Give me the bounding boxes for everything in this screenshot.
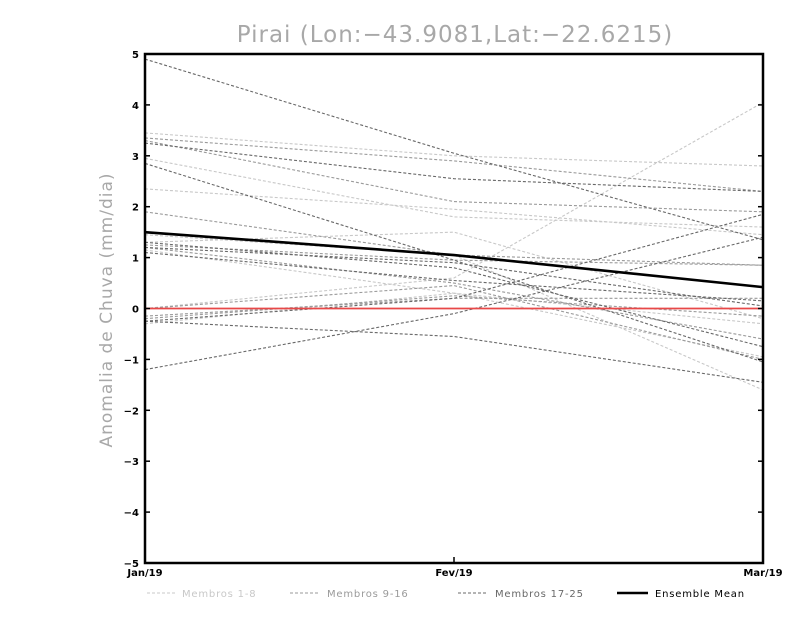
x-tick-label: Mar/19	[743, 568, 782, 579]
member-lines-group	[144, 58, 764, 391]
member-line-group2-2	[144, 139, 764, 213]
member-line-group2-7	[144, 295, 764, 320]
member-line-group1-4	[144, 231, 764, 320]
x-tick-label: Fev/19	[435, 568, 472, 579]
member-line-group1-5	[144, 101, 764, 310]
member-line-group3-4	[144, 241, 764, 348]
member-line-group3-9	[144, 251, 764, 302]
member-line-group3-3	[144, 162, 764, 363]
member-line-group3-6	[144, 236, 764, 371]
legend-label-members-17-25: Membros 17-25	[495, 589, 584, 600]
member-line-group2-4	[144, 244, 764, 266]
legend: Membros 1-8 Membros 9-16 Membros 17-25 E…	[147, 589, 745, 600]
y-axis-label: Anomalia de Chuva (mm/dia)	[97, 172, 117, 447]
legend-label-ensemble-mean: Ensemble Mean	[655, 589, 745, 600]
y-tick-label: 1	[132, 254, 139, 265]
member-line-group1-3	[144, 188, 764, 236]
legend-label-members-9-16: Membros 9-16	[327, 589, 409, 600]
y-tick-label: −5	[124, 559, 139, 570]
y-tick-label: 0	[132, 305, 139, 316]
y-axis-ticks: 5 4 3 2 1 0 −1 −2 −3 −4 −5	[124, 50, 763, 570]
member-line-group2-1	[144, 137, 764, 192]
chart-title: Pirai (Lon:−43.9081,Lat:−22.6215)	[237, 22, 674, 48]
y-tick-label: 2	[132, 203, 139, 214]
y-tick-label: 3	[132, 152, 139, 163]
y-tick-label: −1	[124, 355, 139, 366]
member-line-group2-8	[144, 285, 764, 360]
x-tick-label: Jan/19	[126, 568, 162, 579]
y-tick-label: 5	[132, 50, 139, 61]
member-line-group2-5	[144, 297, 763, 317]
member-line-group3-2	[144, 142, 764, 192]
y-tick-label: 4	[132, 101, 139, 112]
member-line-group3-8	[144, 320, 764, 383]
member-line-group1-1	[144, 132, 764, 167]
legend-label-members-1-8: Membros 1-8	[182, 589, 256, 600]
ensemble-mean-line	[144, 230, 764, 289]
member-line-group1-7	[144, 249, 764, 358]
y-tick-label: −4	[124, 508, 139, 519]
y-tick-label: −3	[124, 457, 139, 468]
x-axis-ticks: Jan/19 Fev/19 Mar/19	[126, 557, 783, 579]
member-line-group1-2	[144, 157, 764, 228]
y-tick-label: −2	[124, 406, 139, 417]
member-line-group3-1	[144, 58, 764, 241]
member-line-group3-5	[144, 246, 764, 307]
